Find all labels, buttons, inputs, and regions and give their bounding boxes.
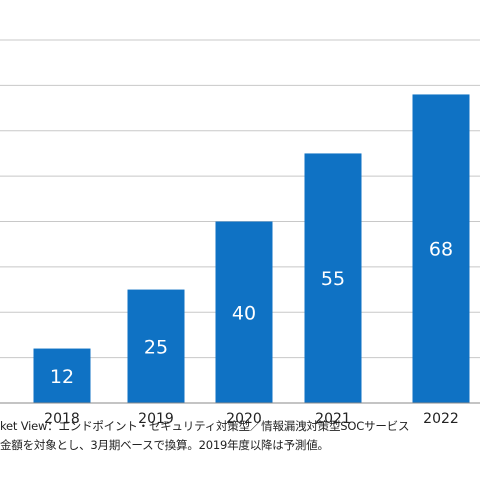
value-label-2019: 25 (144, 336, 168, 358)
x-tick-2020: 2020 (226, 411, 262, 427)
value-labels: 12 25 40 55 68 (50, 239, 453, 388)
value-label-2021: 55 (321, 268, 345, 290)
x-tick-labels: 2018 2019 2020 2021 2022 (44, 411, 459, 427)
x-tick-2019: 2019 (138, 411, 174, 427)
x-tick-2018: 2018 (44, 411, 80, 427)
bar-2022 (412, 94, 470, 403)
bars (33, 94, 470, 403)
footnote-source: ket View：エンドポイント・セキュリティ対策型／情報漏洩対策型SOCサービ… (0, 419, 410, 433)
bar-2021 (304, 153, 362, 403)
footnote-notes: 金額を対象とし、3月期ベースで換算。2019年度以降は予測値。 (0, 438, 329, 452)
bar-2020 (215, 221, 273, 403)
x-tick-2021: 2021 (315, 411, 351, 427)
bar-2019 (127, 289, 185, 403)
value-label-2018: 12 (50, 366, 74, 388)
bar-2018 (33, 348, 91, 403)
x-tick-2022: 2022 (423, 411, 459, 427)
value-label-2020: 40 (232, 302, 256, 324)
value-label-2022: 68 (429, 239, 453, 261)
